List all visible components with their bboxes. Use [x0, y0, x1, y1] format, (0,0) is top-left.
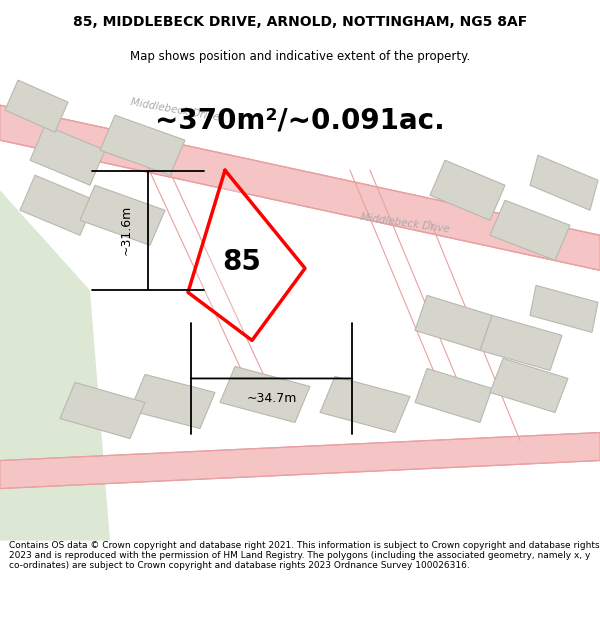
- Polygon shape: [530, 155, 598, 210]
- Text: ~34.7m: ~34.7m: [247, 392, 296, 405]
- Polygon shape: [220, 366, 310, 423]
- Text: Middlebeck Drive: Middlebeck Drive: [130, 97, 220, 122]
- Polygon shape: [430, 160, 505, 220]
- Polygon shape: [5, 80, 68, 132]
- Polygon shape: [60, 382, 145, 439]
- Text: ~370m²/~0.091ac.: ~370m²/~0.091ac.: [155, 106, 445, 134]
- Text: ~31.6m: ~31.6m: [119, 205, 133, 256]
- Polygon shape: [490, 200, 570, 261]
- Polygon shape: [490, 358, 568, 412]
- Polygon shape: [415, 296, 492, 351]
- Polygon shape: [100, 115, 185, 175]
- Text: 85, MIDDLEBECK DRIVE, ARNOLD, NOTTINGHAM, NG5 8AF: 85, MIDDLEBECK DRIVE, ARNOLD, NOTTINGHAM…: [73, 15, 527, 29]
- Polygon shape: [30, 125, 105, 185]
- Polygon shape: [0, 432, 600, 489]
- Polygon shape: [0, 190, 110, 541]
- Polygon shape: [320, 376, 410, 432]
- Polygon shape: [80, 185, 165, 245]
- Polygon shape: [188, 170, 305, 341]
- Text: Middlebeck Drive: Middlebeck Drive: [360, 212, 451, 234]
- Polygon shape: [20, 175, 95, 235]
- Polygon shape: [130, 374, 215, 429]
- Polygon shape: [480, 316, 562, 371]
- Text: Map shows position and indicative extent of the property.: Map shows position and indicative extent…: [130, 50, 470, 62]
- Text: Contains OS data © Crown copyright and database right 2021. This information is : Contains OS data © Crown copyright and d…: [9, 541, 599, 571]
- Polygon shape: [530, 286, 598, 332]
- Text: 85: 85: [223, 248, 262, 276]
- Polygon shape: [415, 369, 492, 423]
- Polygon shape: [0, 105, 600, 271]
